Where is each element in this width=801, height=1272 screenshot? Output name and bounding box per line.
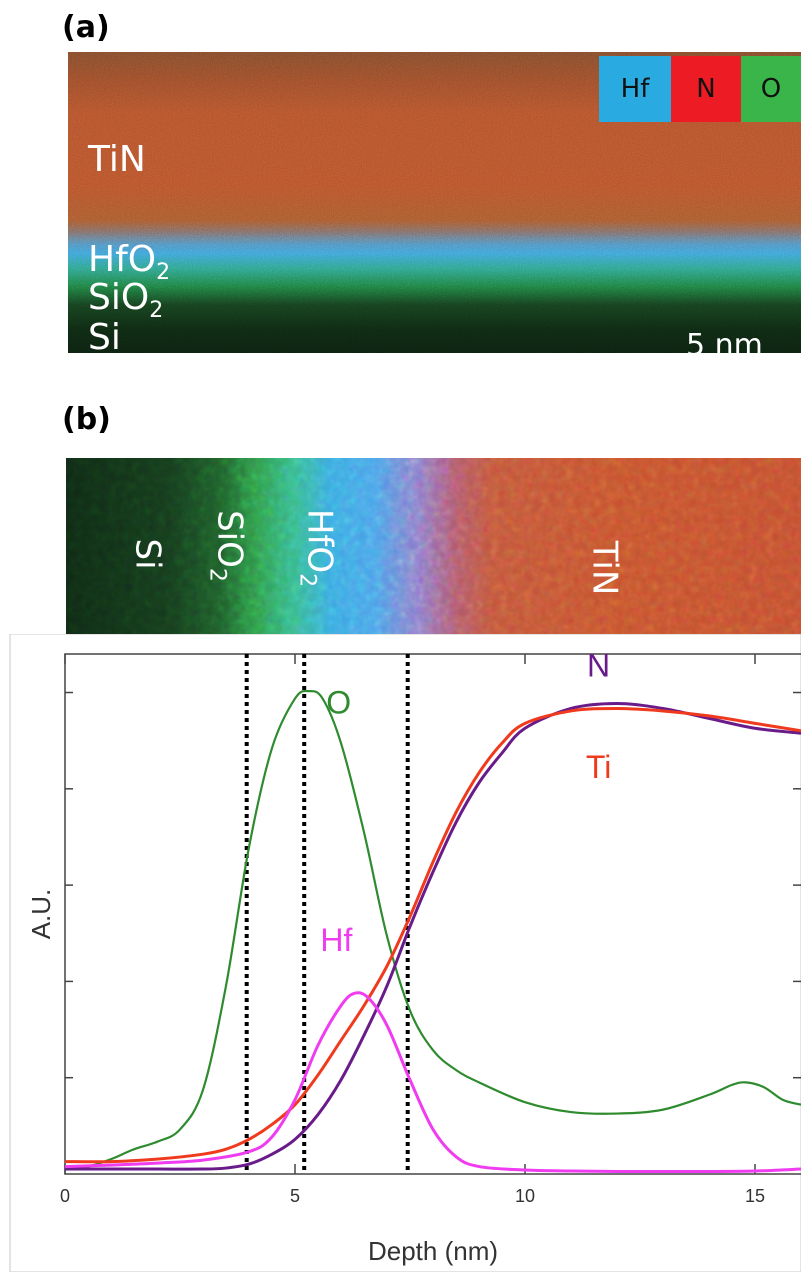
eds-map-rotated: Si SiO2 HfO2 TiN <box>66 458 801 648</box>
legend-o: O <box>741 56 801 122</box>
panel-a-label: (a) <box>62 10 110 45</box>
series-label-n: N <box>587 647 610 683</box>
scale-bar-label: 5 nm <box>686 328 763 353</box>
layer-label-sio2-b: SiO2 <box>204 510 250 582</box>
series-label-hf: Hf <box>320 922 352 958</box>
series-line-o <box>64 689 801 1171</box>
layer-label-tin-b: TiN <box>584 540 625 596</box>
chart-text: A.U. Depth (nm) <box>26 889 498 1266</box>
layer-label-si-b: Si <box>127 538 168 570</box>
layer-boundaries <box>244 654 410 1174</box>
x-axis-label: Depth (nm) <box>368 1236 498 1266</box>
series-line-n <box>65 702 801 1171</box>
chart-frame <box>9 634 801 1272</box>
series-line-hf <box>64 991 801 1174</box>
plot-border <box>64 653 801 1175</box>
layer-label-sio2: SiO2 <box>88 277 164 323</box>
layer-label-tin: TiN <box>88 139 146 180</box>
y-axis-label: A.U. <box>26 889 56 940</box>
layer-label-hfo2: HfO2 <box>88 239 171 285</box>
chart-axes: 0 5 10 15 <box>60 653 801 1206</box>
panel-b-label: (b) <box>62 402 111 437</box>
x-tick-label: 5 <box>290 1186 300 1206</box>
x-tick-label: 10 <box>515 1186 535 1206</box>
eds-map-cross-section: TiN HfO2 SiO2 Si Hf N O 5 nm <box>68 52 801 353</box>
x-tick-label: 15 <box>745 1186 765 1206</box>
element-color-legend: Hf N O <box>599 56 801 122</box>
series-label-ti: Ti <box>586 749 611 785</box>
depth-profile-chart: 0 5 10 15 O N Ti Hf A.U. Depth (nm) <box>9 634 801 1272</box>
x-tick-label: 0 <box>60 1186 70 1206</box>
layer-label-si: Si <box>88 317 121 354</box>
series-lines: O N Ti Hf <box>64 647 801 1174</box>
map-texture-b <box>66 458 801 648</box>
layer-label-hfo2-b: HfO2 <box>294 508 340 588</box>
series-line-ti <box>64 706 801 1164</box>
series-label-o: O <box>326 684 351 720</box>
legend-hf: Hf <box>599 56 671 122</box>
legend-n: N <box>671 56 741 122</box>
